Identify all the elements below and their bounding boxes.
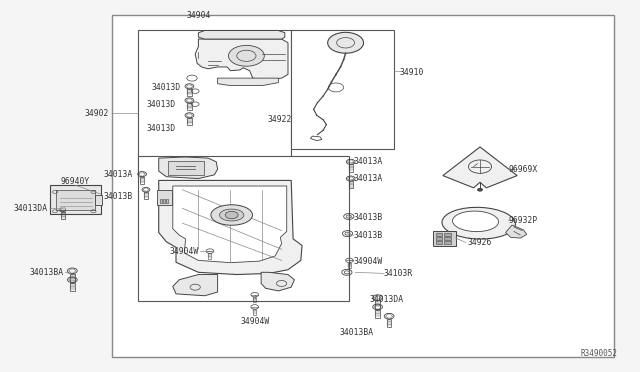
Text: 34904W: 34904W [240,317,269,326]
Bar [138,30,291,171]
Bar [188,118,191,125]
Text: 96940Y: 96940Y [61,177,90,186]
Text: 34013BA: 34013BA [30,268,64,277]
Text: 34013BA: 34013BA [339,328,373,337]
Bar [163,199,165,203]
Polygon shape [261,272,294,291]
Circle shape [328,32,364,53]
Bar [349,164,353,172]
Polygon shape [159,157,218,179]
Polygon shape [218,78,278,86]
Polygon shape [195,39,288,80]
Bar [209,253,211,259]
Text: 34013B: 34013B [104,192,133,201]
Bar [157,190,172,205]
Bar [444,237,451,240]
Ellipse shape [211,205,253,225]
Bar [348,263,351,268]
Circle shape [228,45,264,66]
Bar [433,231,456,246]
Polygon shape [173,275,218,296]
Text: 34013DA: 34013DA [14,204,48,213]
Ellipse shape [452,211,499,232]
Circle shape [225,211,238,219]
Text: 34013A: 34013A [354,174,383,183]
Bar [138,156,349,301]
Bar [160,199,162,203]
Bar [253,309,256,315]
Bar [188,103,191,110]
Text: 34922: 34922 [268,115,292,124]
Polygon shape [443,147,517,188]
Bar [140,177,144,184]
Bar [188,89,191,96]
Text: 34013D: 34013D [146,124,175,133]
Text: 34013A: 34013A [104,170,133,179]
Bar [70,283,75,291]
Bar [444,241,451,244]
Bar [291,30,394,149]
Text: 34926: 34926 [467,238,492,247]
Bar [436,241,442,244]
Polygon shape [173,186,287,263]
Ellipse shape [220,209,244,221]
Text: 34902: 34902 [84,109,109,118]
Text: 34013D: 34013D [146,100,175,109]
Text: 34013D: 34013D [151,83,180,92]
Polygon shape [159,180,302,275]
Bar [144,192,148,199]
Bar [61,212,65,219]
Polygon shape [506,225,527,238]
Text: 34013B: 34013B [354,213,383,222]
Text: 34904: 34904 [186,12,211,20]
Text: 34013DA: 34013DA [370,295,404,304]
Bar [70,274,75,282]
Text: 96969X: 96969X [509,165,538,174]
Bar [50,185,101,214]
Text: 34910: 34910 [400,68,424,77]
Bar [253,297,256,302]
Bar [436,233,442,236]
Text: 34904W: 34904W [169,247,198,256]
Bar [166,199,168,203]
Bar [112,15,614,357]
Bar [436,237,442,240]
Text: 34013B: 34013B [354,231,383,240]
Bar [56,190,95,210]
Bar [444,233,451,236]
Ellipse shape [442,207,515,239]
Text: 96932P: 96932P [509,216,538,225]
Text: 34013A: 34013A [354,157,383,166]
Text: 34904W: 34904W [354,257,383,266]
Bar [95,195,102,205]
Circle shape [477,188,483,191]
Bar [375,301,380,309]
Bar [387,319,392,327]
Bar [168,161,204,175]
Bar [349,181,353,189]
Bar [375,310,380,318]
Text: R3490052: R3490052 [580,349,618,358]
Polygon shape [198,31,285,39]
Text: 34103R: 34103R [384,269,413,278]
